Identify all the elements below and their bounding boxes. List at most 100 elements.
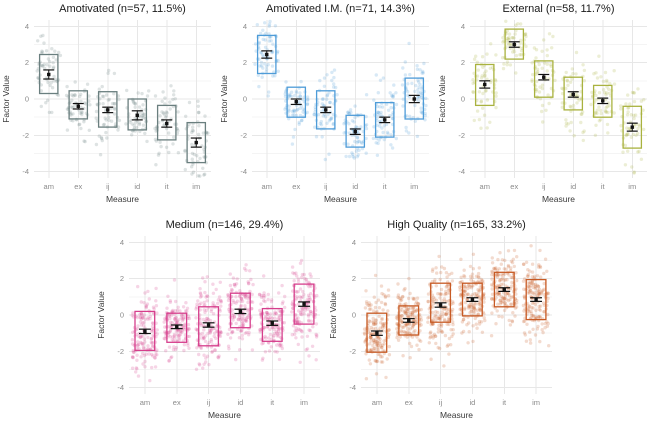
jitter-point: [39, 34, 43, 38]
y-tick-label: 0: [243, 95, 247, 104]
jitter-point: [182, 348, 186, 353]
jitter-point: [451, 332, 455, 336]
jitter-point: [418, 90, 423, 95]
jitter-point: [472, 118, 476, 123]
jitter-point: [590, 90, 594, 95]
jitter-point: [406, 90, 410, 94]
jitter-point: [404, 331, 409, 335]
panel-title: Amotivated I.M. (n=71, 14.3%): [266, 3, 415, 15]
jitter-point: [140, 115, 144, 120]
jitter-point: [213, 331, 217, 335]
jitter-point: [102, 94, 106, 99]
jitter-point: [511, 36, 515, 40]
jitter-point: [478, 298, 482, 303]
jitter-point: [543, 326, 547, 330]
jitter-point: [204, 308, 209, 312]
jitter-point: [82, 139, 86, 143]
jitter-point: [499, 294, 503, 299]
jitter-point: [531, 314, 536, 318]
jitter-point: [373, 346, 377, 351]
x-tick-label: ij: [542, 182, 546, 191]
jitter-point: [270, 325, 275, 329]
jitter-point: [312, 112, 316, 117]
jitter-point: [515, 255, 519, 259]
jitter-point: [378, 78, 383, 83]
jitter-point: [51, 66, 55, 71]
jitter-point: [141, 123, 146, 127]
jitter-point: [46, 98, 50, 102]
jitter-point: [446, 288, 451, 293]
jitter-point: [275, 51, 280, 55]
x-tick-label: am: [480, 182, 490, 191]
jitter-point: [442, 364, 446, 368]
jitter-point: [293, 93, 297, 98]
jitter-point: [467, 330, 471, 334]
jitter-point: [42, 41, 46, 45]
jitter-point: [296, 327, 301, 331]
jitter-point: [243, 304, 247, 308]
jitter-point: [390, 93, 394, 98]
jitter-point: [522, 319, 527, 323]
jitter-point: [72, 104, 77, 108]
jitter-point: [155, 311, 159, 315]
jitter-point: [396, 282, 400, 286]
jitter-point: [350, 119, 355, 123]
jitter-point: [50, 47, 54, 51]
jitter-point: [230, 331, 234, 335]
jitter-point: [537, 90, 542, 94]
jitter-point: [434, 284, 438, 288]
jitter-point: [542, 310, 546, 314]
jitter-point: [439, 313, 443, 317]
jitter-point: [235, 299, 240, 303]
mean-errorbar: [131, 110, 143, 121]
sd-box: [504, 28, 525, 60]
jitter-point: [261, 66, 265, 70]
jitter-point: [314, 332, 318, 337]
jitter-point: [431, 267, 435, 271]
jitter-point: [539, 292, 543, 296]
jitter-point: [480, 55, 485, 59]
jitter-point: [542, 271, 546, 276]
jitter-point: [124, 122, 128, 126]
jitter-point: [381, 322, 385, 326]
jitter-point: [240, 297, 244, 301]
jitter-point: [375, 335, 379, 339]
jitter-point: [484, 88, 488, 93]
jitter-point: [305, 102, 310, 107]
jitter-point: [400, 314, 404, 318]
jitter-point: [504, 19, 508, 23]
jitter-point: [175, 320, 179, 324]
jitter-point: [528, 281, 532, 286]
jitter-point: [202, 300, 206, 305]
jitter-point: [419, 307, 423, 312]
jitter-point: [500, 258, 505, 262]
jitter-point: [294, 113, 299, 118]
jitter-point: [197, 362, 201, 366]
jitter-point: [140, 114, 144, 118]
jitter-point: [500, 56, 505, 60]
jitter-point: [198, 291, 203, 295]
jitter-point: [158, 114, 162, 118]
jitter-point: [260, 342, 264, 346]
jitter-point: [354, 149, 359, 153]
jitter-point: [209, 337, 213, 342]
jitter-point: [40, 64, 44, 68]
jitter-point: [513, 314, 517, 318]
jitter-point: [449, 343, 453, 347]
jitter-point: [367, 319, 371, 323]
jitter-point: [277, 326, 281, 330]
jitter-point: [505, 60, 510, 64]
jitter-point: [438, 277, 442, 282]
jitter-point: [444, 312, 448, 317]
y-axis-title: Factor Value: [437, 75, 447, 123]
jitter-point: [632, 170, 636, 174]
jitter-point: [494, 91, 498, 95]
jitter-point: [149, 337, 153, 341]
jitter-point: [408, 114, 412, 119]
jitter-point: [172, 345, 176, 349]
jitter-point: [439, 325, 443, 329]
jitter-point: [69, 113, 73, 117]
jitter-point: [267, 22, 272, 26]
jitter-point: [431, 310, 435, 315]
